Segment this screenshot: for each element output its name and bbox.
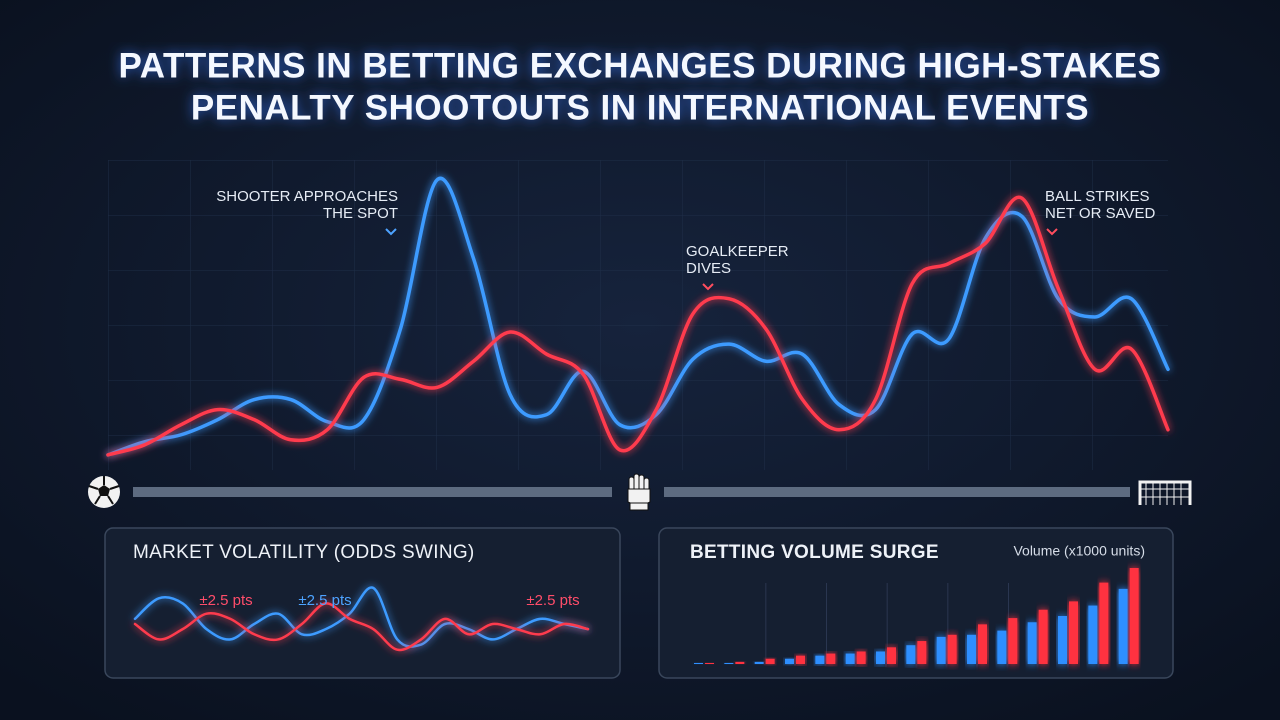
bar	[705, 662, 714, 664]
bar	[856, 651, 866, 664]
annotation-arrow	[385, 228, 397, 236]
bar	[796, 655, 805, 664]
line	[133, 586, 590, 648]
bar	[978, 624, 987, 664]
bar	[845, 653, 855, 664]
annotation: GOALKEEPER	[686, 243, 789, 260]
timeline	[88, 473, 1192, 511]
bar	[906, 645, 916, 664]
annotation: ±2.5 pts	[298, 592, 351, 609]
bar	[1058, 616, 1067, 664]
annotation-arrow	[1046, 228, 1058, 236]
title-line: PATTERNS IN BETTING EXCHANGES DURING HIG…	[119, 46, 1162, 85]
bar	[1088, 605, 1098, 664]
bar	[1027, 622, 1037, 664]
bar	[694, 662, 703, 664]
bar	[997, 630, 1007, 664]
bar	[1099, 582, 1109, 664]
bar	[735, 661, 745, 664]
bar	[967, 634, 976, 664]
title-line: PENALTY SHOOTOUTS IN INTERNATIONAL EVENT…	[191, 88, 1089, 127]
bar	[765, 658, 775, 664]
panel-title: BETTING VOLUME SURGE	[690, 542, 939, 563]
bar	[815, 655, 825, 664]
bar	[826, 653, 836, 664]
bar	[947, 634, 957, 664]
bar	[1118, 588, 1128, 664]
annotation-arrow	[702, 283, 714, 291]
annotation: THE SPOT	[323, 205, 398, 222]
bar	[887, 647, 896, 664]
ball-icon	[88, 476, 120, 508]
timeline-bar	[133, 487, 612, 497]
bar	[917, 641, 927, 664]
annotation: NET OR SAVED	[1045, 205, 1155, 222]
annotation: BALL STRIKES	[1045, 188, 1150, 205]
annotation: ±2.5 pts	[199, 592, 252, 609]
bar	[936, 636, 946, 664]
bar	[724, 662, 734, 664]
bar	[785, 658, 794, 664]
line	[106, 176, 1170, 457]
bar	[1129, 568, 1139, 664]
annotation: SHOOTER APPROACHES	[216, 188, 398, 205]
bar	[876, 651, 885, 664]
line	[133, 602, 590, 652]
goal-icon	[1138, 480, 1192, 505]
axis-label: Volume (x1000 units)	[1013, 543, 1145, 559]
timeline-bar	[664, 487, 1130, 497]
bar	[1008, 618, 1018, 664]
bar	[1069, 601, 1078, 664]
bar	[1038, 609, 1048, 664]
background-grid	[108, 160, 1168, 470]
line	[106, 195, 1170, 457]
annotation: DIVES	[686, 260, 731, 277]
panel-title: MARKET VOLATILITY (ODDS SWING)	[133, 542, 475, 563]
bar	[754, 661, 764, 664]
annotation: ±2.5 pts	[526, 592, 579, 609]
glove-icon	[627, 473, 651, 511]
